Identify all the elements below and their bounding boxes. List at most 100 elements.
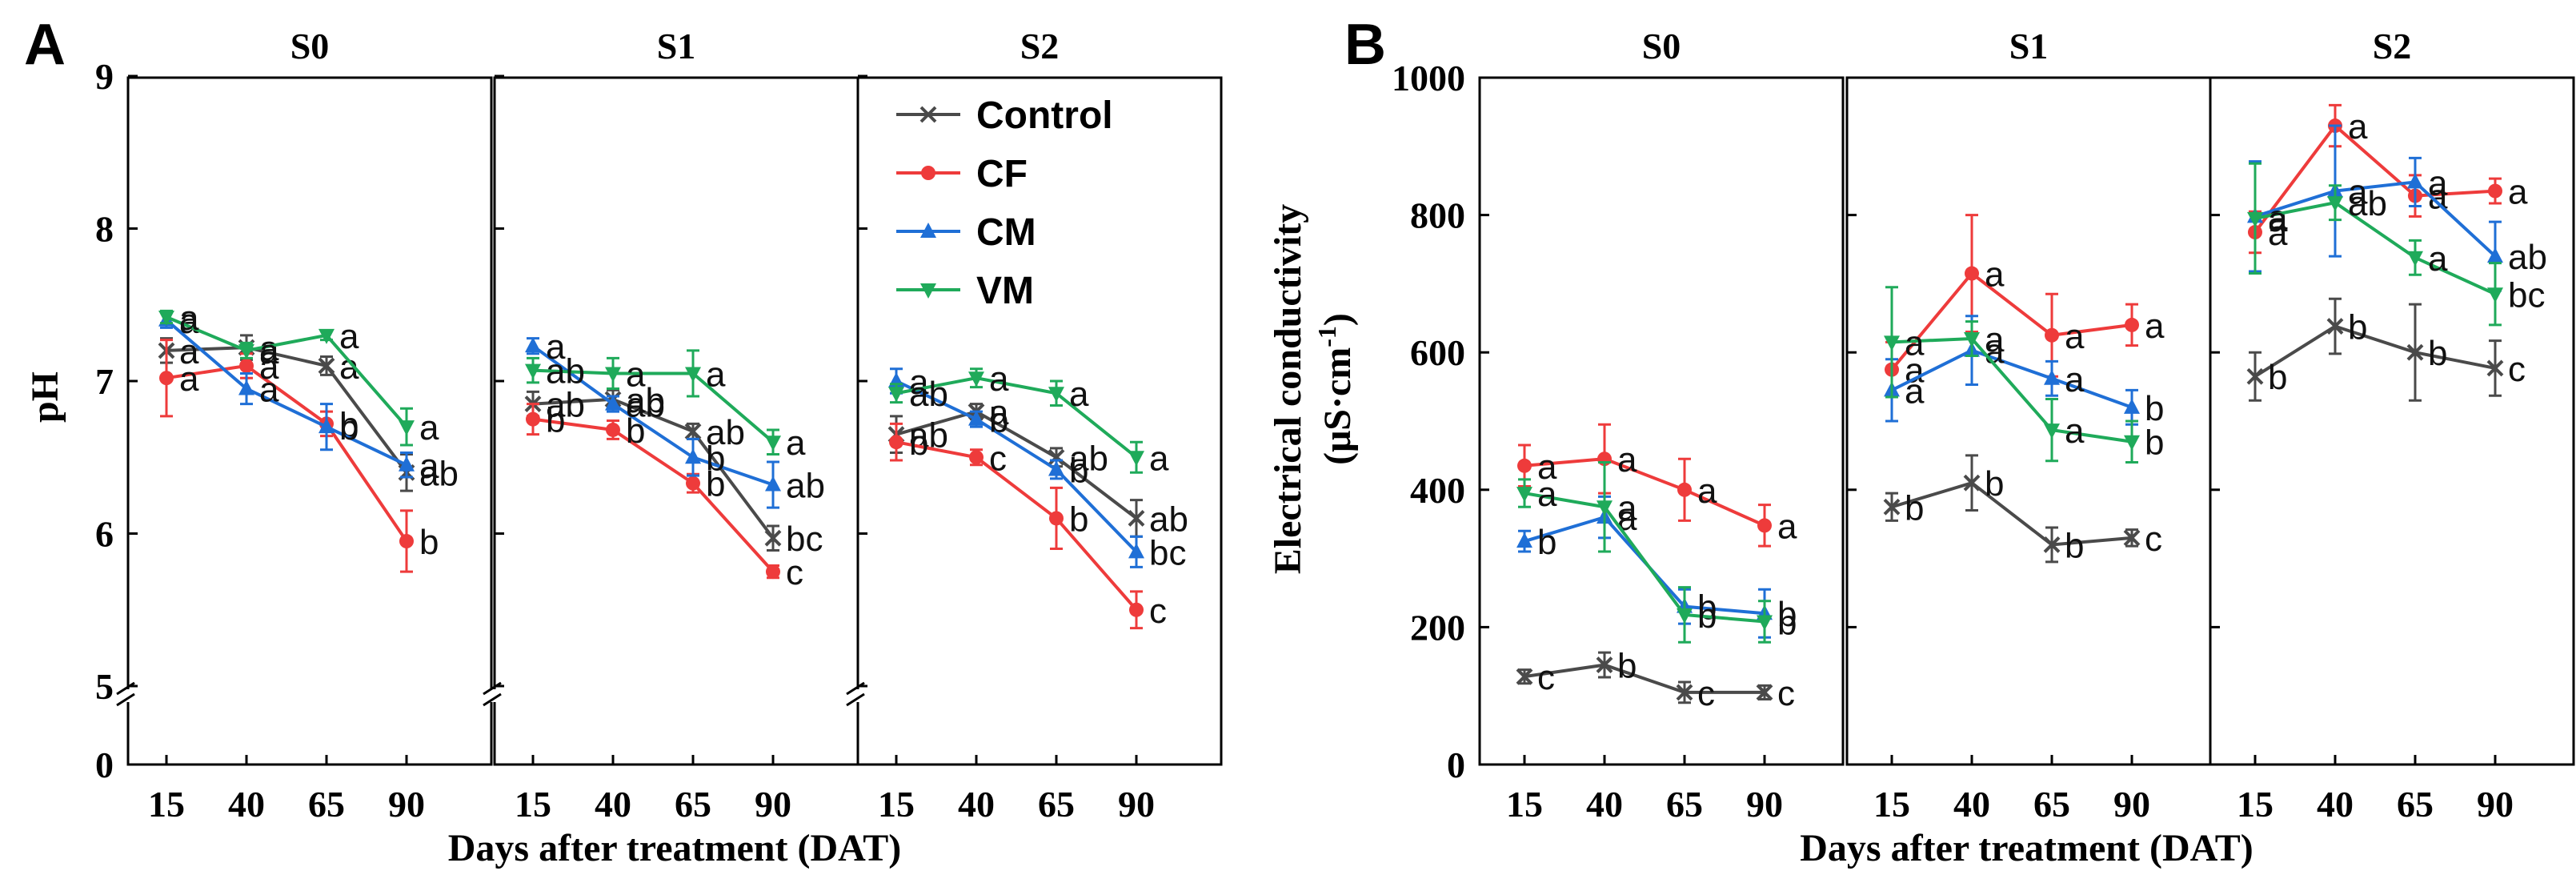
x-tick-label: 15 (515, 784, 551, 825)
sig-label-CF: a (1985, 255, 2005, 295)
x-tick-label: 65 (1038, 784, 1075, 825)
panel-letter-A: A (24, 13, 66, 77)
data-point-CM (1128, 543, 1144, 559)
data-point-CM (2487, 247, 2503, 263)
sig-label-CM: b (2145, 389, 2164, 428)
series-line-CM (1891, 348, 2133, 409)
legend-marker-CM (920, 223, 936, 238)
series-A-S1-CM: a ab b ab (525, 327, 825, 509)
sig-label-CM: b (1777, 595, 1797, 634)
series-A-S0-CF: a abb (159, 339, 439, 573)
x-tick-label: 65 (675, 784, 711, 825)
legend-marker-Control (919, 106, 937, 123)
facet-title-B-S2: S2 (2373, 26, 2412, 66)
sig-label-CM: a (419, 447, 439, 486)
sig-label-CF: b (909, 423, 928, 463)
series-B-S2-CM: aa aab (2247, 124, 2547, 292)
sig-label-Control: c (2145, 520, 2162, 559)
data-point-Control (1756, 684, 1773, 701)
data-point-CF (889, 435, 903, 450)
x-tick-label: 40 (1953, 784, 1990, 825)
y-axis-units-base: (μS·cm (1316, 347, 1359, 465)
y-axis-title-B: Electrical conductivity (1267, 204, 1309, 575)
series-B-S0-VM: a ab b (1516, 460, 1797, 644)
data-point-VM (1964, 332, 1980, 348)
sig-label-CM: b (706, 439, 725, 478)
data-point-VM (2487, 287, 2503, 303)
x-tick-label: 90 (1746, 784, 1783, 825)
x-tick-label: 40 (958, 784, 995, 825)
data-point-Control (1516, 668, 1533, 685)
legend-label-Control: Control (976, 94, 1113, 137)
sig-label-VM: a (706, 355, 726, 394)
x-axis-title-B: Days after treatment (DAT) (1800, 827, 2253, 869)
legend-marker-CF (921, 166, 935, 180)
legend-marker-VM (920, 283, 936, 299)
sig-label-Control: ab (419, 454, 459, 493)
x-tick-label: 40 (595, 784, 631, 825)
sig-label-VM: a (419, 408, 439, 448)
x-tick-label: 65 (2397, 784, 2434, 825)
sig-label-VM: a (1069, 375, 1089, 414)
series-line-VM (532, 368, 775, 443)
series-line-Control (1524, 663, 1765, 694)
y-tick-label: 0 (1447, 744, 1465, 785)
sig-label-CM: b (1537, 523, 1556, 562)
series-B-S2-CF: aaa a (2248, 103, 2528, 255)
data-point-CF (606, 422, 620, 437)
data-point-CF (686, 476, 700, 491)
data-point-CM (685, 448, 701, 464)
data-point-CM (1048, 460, 1064, 476)
y-tick-label: 400 (1410, 470, 1465, 511)
y-tick-label: 600 (1410, 332, 1465, 373)
sig-label-VM: a (2428, 239, 2448, 279)
sig-label-VM: a (1985, 320, 2005, 359)
sig-label-Control: bc (786, 520, 823, 559)
y-axis-units-B: (μS·cm-1) (1312, 313, 1359, 465)
x-tick-label: 40 (1586, 784, 1623, 825)
axis-break-mark (116, 681, 135, 707)
sig-label-Control: ab (546, 386, 585, 425)
sig-label-Control: c (1537, 658, 1555, 697)
data-point-Control (1883, 498, 1901, 516)
data-point-Control (2406, 343, 2424, 361)
sig-label-Control: b (2428, 334, 2447, 373)
data-point-VM (399, 420, 415, 436)
sig-label-CM: a (909, 363, 929, 402)
data-point-CM (525, 337, 541, 353)
data-point-VM (765, 435, 781, 452)
sig-label-CF: c (1149, 592, 1167, 631)
sig-label-Control: c (2508, 350, 2526, 389)
series-line-VM (1891, 337, 2133, 443)
y-tick-label: 6 (95, 514, 114, 555)
sig-label-CF: a (259, 347, 279, 387)
y-tick-label: 0 (95, 744, 114, 785)
data-point-Control (1128, 510, 1145, 527)
panel-letter-B: B (1344, 13, 1386, 77)
sig-label-VM: ab (546, 352, 585, 391)
sig-label-VM: a (1905, 323, 1925, 363)
data-point-CM (968, 410, 984, 426)
sig-label-CM: a (2348, 173, 2368, 212)
sig-label-VM: a (786, 423, 806, 463)
y-tick-label: 7 (95, 361, 114, 402)
facet-title-B-S1: S1 (2009, 26, 2049, 66)
data-point-Control (1048, 448, 1065, 466)
data-point-CM (318, 418, 335, 434)
sig-label-Control: b (1905, 488, 1924, 528)
sig-label-VM: ab (909, 375, 948, 414)
x-tick-label: 90 (755, 784, 791, 825)
x-tick-label: 40 (228, 784, 265, 825)
sig-label-VM: a (626, 355, 646, 394)
data-point-CF (2488, 183, 2502, 199)
series-line-CF (532, 417, 775, 573)
data-point-VM (525, 363, 541, 379)
data-point-CF (159, 371, 174, 386)
data-point-CF (1129, 602, 1144, 617)
series-line-VM (1524, 492, 1765, 624)
data-point-CF (969, 450, 984, 465)
series-line-CF (166, 363, 408, 543)
